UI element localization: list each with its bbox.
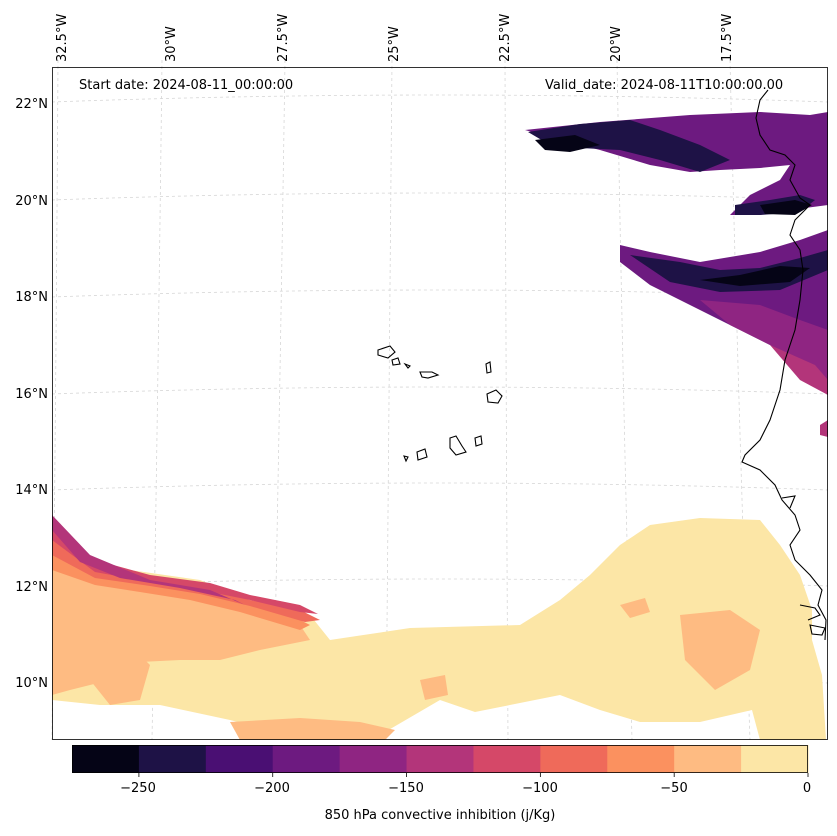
colorbar bbox=[72, 745, 809, 773]
start-date-label: Start date: 2024-08-11_00:00:00 bbox=[79, 78, 294, 93]
colorbar-frame bbox=[72, 745, 808, 773]
colorbar-tick-label: −150 bbox=[388, 781, 424, 796]
cin-region-coral bbox=[52, 535, 320, 622]
colorbar-label: 850 hPa convective inhibition (j/Kg) bbox=[324, 808, 556, 823]
colorbar-segment bbox=[674, 745, 742, 773]
coastlines bbox=[741, 89, 827, 641]
colorbar-tick-label: 0 bbox=[802, 781, 812, 796]
colorbar-tick-label: −100 bbox=[522, 781, 558, 796]
colorbar-segment bbox=[540, 745, 608, 773]
cape-verde-islands bbox=[377, 345, 503, 463]
lat-label-10n: 10°N bbox=[15, 676, 48, 691]
lat-label-22n: 22°N bbox=[15, 97, 48, 112]
lon-label-27.5w: 27.5°W bbox=[276, 13, 291, 62]
map-frame bbox=[52, 67, 828, 740]
colorbar-segment bbox=[607, 745, 675, 773]
colorbar-segment bbox=[138, 745, 207, 773]
colorbar-segment bbox=[406, 745, 474, 773]
lon-label-22.5w: 22.5°W bbox=[498, 13, 513, 62]
colorbar-segment bbox=[205, 745, 274, 773]
colorbar-ticks bbox=[138, 773, 809, 777]
lat-label-18n: 18°N bbox=[15, 290, 48, 305]
colorbar-tick-label: −50 bbox=[660, 781, 688, 796]
cin-filled-contours bbox=[52, 112, 828, 740]
colorbar-segment bbox=[72, 745, 140, 773]
west-africa-coast bbox=[741, 89, 827, 641]
cin-region-light-yellow bbox=[52, 518, 826, 740]
lon-label-20w: 20°W bbox=[609, 26, 624, 62]
cin-region-dark-purple bbox=[528, 120, 730, 172]
colorbar-segment bbox=[741, 745, 809, 773]
valid-date-label: Valid_date: 2024-08-11T10:00:00.00 bbox=[545, 78, 784, 93]
colorbar-tick-label: −200 bbox=[254, 781, 290, 796]
colorbar-tick-label: −250 bbox=[120, 781, 156, 796]
lon-label-30w: 30°W bbox=[164, 26, 179, 62]
colorbar-segment bbox=[339, 745, 408, 773]
colorbar-segment bbox=[272, 745, 341, 773]
colorbar-segment bbox=[473, 745, 541, 773]
lat-label-16n: 16°N bbox=[15, 387, 48, 402]
lat-label-12n: 12°N bbox=[15, 580, 48, 595]
lat-label-20n: 20°N bbox=[15, 194, 48, 209]
lon-label-25w: 25°W bbox=[387, 26, 402, 62]
lon-label-17.5w: 17.5°W bbox=[720, 13, 735, 62]
lat-label-14n: 14°N bbox=[15, 483, 48, 498]
lon-label-32.5w: 32.5°W bbox=[55, 13, 70, 62]
